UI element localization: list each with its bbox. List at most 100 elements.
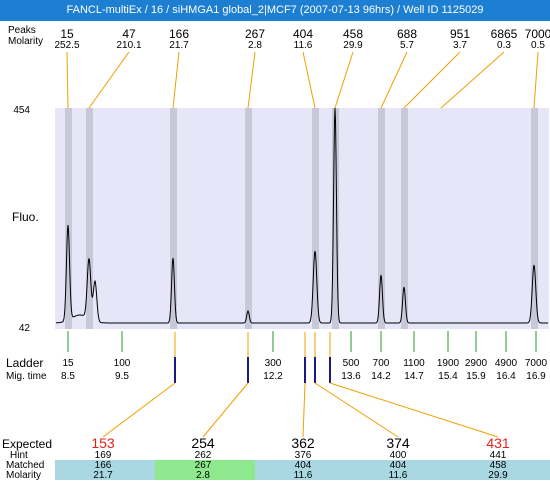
ladder-time: 13.6 — [341, 371, 361, 382]
ladder-size: 7000 — [524, 358, 548, 369]
ladder-size: 15 — [62, 358, 74, 369]
ladder-ticks — [67, 331, 537, 352]
expected-leader — [314, 382, 399, 438]
peaks-header-label: Peaks — [8, 25, 36, 36]
expected-value: 254 — [191, 435, 215, 451]
top-peak-size: 404 — [292, 27, 314, 41]
expected-leader-lines — [102, 382, 499, 438]
top-peak-size: 166 — [168, 27, 190, 41]
top-peak-molarity: 0.5 — [531, 40, 545, 51]
top-peak-molarity: 29.9 — [343, 40, 363, 51]
hint-value: 169 — [94, 450, 112, 461]
fluorescence-trace — [55, 107, 548, 324]
molarity-value: 2.8 — [196, 470, 210, 481]
top-peak-size: 267 — [244, 27, 266, 41]
expected-leader — [329, 382, 499, 438]
molarity-value: 11.6 — [388, 470, 408, 481]
matched-value: 404 — [389, 460, 407, 471]
top-peak-molarity: 21.7 — [169, 40, 189, 51]
ladder-label: Ladder — [6, 356, 44, 370]
top-peak-size: 15 — [60, 27, 74, 41]
top-peak-size: 47 — [122, 27, 136, 41]
ladder-size: 100 — [113, 358, 131, 369]
peak-band — [378, 108, 385, 329]
y-axis-min-label: 42 — [18, 323, 30, 334]
y-axis-label: Fluo. — [12, 210, 39, 224]
molarity-value: 21.7 — [93, 470, 113, 481]
ladder-size: 500 — [342, 358, 360, 369]
ladder-size: 300 — [264, 358, 282, 369]
leader-line — [247, 51, 256, 109]
ladder-time: 14.7 — [404, 371, 424, 382]
expected-value: 431 — [486, 435, 510, 451]
peak-band — [245, 108, 252, 329]
expected-value: 362 — [291, 435, 315, 451]
molarity-value: 11.6 — [293, 470, 313, 481]
ladder-size: 1100 — [403, 358, 425, 369]
expected-leader — [102, 382, 176, 438]
matched-label: Matched — [6, 460, 45, 471]
top-peak-size: 688 — [396, 27, 418, 41]
peak-band — [86, 108, 93, 329]
hint-value: 262 — [194, 450, 212, 461]
ladder-time: 9.5 — [115, 371, 129, 382]
matched-row-cell — [355, 460, 455, 480]
molarity-value: 29.9 — [488, 470, 508, 481]
matched-value: 458 — [489, 460, 507, 471]
expected-leader — [202, 382, 249, 438]
peak-band — [401, 108, 408, 329]
matched-row-cell — [155, 460, 255, 480]
peak-band — [170, 108, 177, 329]
hint-label: Hint — [10, 450, 28, 461]
ladder-time: 16.4 — [496, 371, 516, 382]
leader-line — [334, 51, 354, 109]
expected-leader — [302, 382, 306, 438]
ladder-size: 1900 — [436, 358, 460, 369]
leader-line — [533, 51, 539, 109]
leader-line — [302, 51, 316, 109]
expected-marker-ticks — [174, 332, 331, 383]
leader-line — [172, 51, 180, 109]
ladder-time: 15.4 — [438, 371, 458, 382]
peak-band — [332, 108, 339, 329]
leader-line — [403, 51, 461, 109]
peak-bands — [65, 108, 538, 329]
top-peak-molarity: 252.5 — [54, 40, 80, 51]
matched-row-cell — [55, 460, 155, 480]
matched-value: 404 — [294, 460, 312, 471]
top-peak-molarity: 2.8 — [248, 40, 262, 51]
ladder-time: 8.5 — [61, 371, 75, 382]
peak-band — [531, 108, 538, 329]
molarity-label: Molarity — [6, 470, 42, 481]
peak-band — [65, 108, 72, 329]
hint-value: 400 — [389, 450, 407, 461]
top-peak-molarity: 5.7 — [400, 40, 414, 51]
top-peak-molarity: 3.7 — [453, 40, 467, 51]
expected-value: 374 — [386, 435, 410, 451]
leader-line — [88, 51, 130, 109]
top-peak-size: 951 — [449, 27, 471, 41]
migration-time-label: Mig. time — [6, 371, 47, 382]
top-leader-lines — [66, 51, 539, 109]
window-title: FANCL-multiEx / 16 / siHMGA1 global_2|MC… — [0, 0, 550, 21]
peak-band — [312, 108, 319, 329]
leader-line — [380, 51, 408, 109]
ladder-time: 12.2 — [263, 371, 283, 382]
top-peak-molarity: 210.1 — [116, 40, 142, 51]
expected-value: 153 — [91, 435, 115, 451]
matched-value: 166 — [94, 460, 112, 471]
ladder-size: 700 — [372, 358, 390, 369]
ladder-time: 14.2 — [371, 371, 391, 382]
top-peak-size: 6865 — [490, 27, 518, 41]
ladder-time: 15.9 — [466, 371, 486, 382]
hint-value: 441 — [489, 450, 507, 461]
leader-line — [66, 51, 69, 109]
expected-label: Expected — [2, 437, 53, 451]
plot-background — [55, 108, 549, 329]
top-peak-size: 458 — [342, 27, 364, 41]
top-peak-molarity: 0.3 — [497, 40, 511, 51]
ladder-size: 4900 — [494, 358, 518, 369]
molarity-header-label: Molarity — [8, 36, 44, 47]
ladder-size: 2900 — [464, 358, 488, 369]
